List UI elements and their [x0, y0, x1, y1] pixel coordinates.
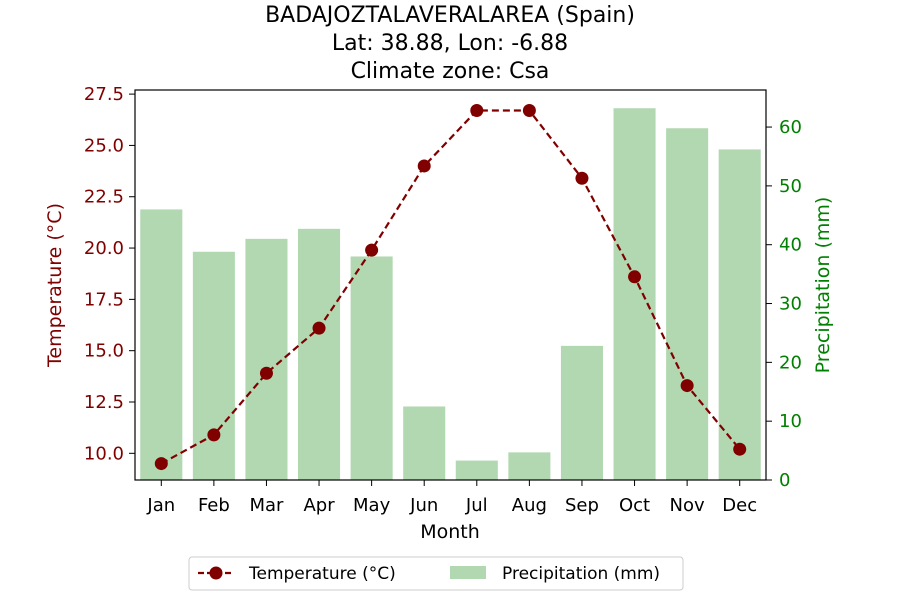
precipitation-bar-jul	[455, 460, 498, 480]
x-tick-label: Dec	[722, 495, 757, 516]
legend-precipitation-swatch	[450, 566, 486, 579]
x-tick-label: Feb	[198, 495, 230, 516]
temperature-line	[154, 104, 747, 471]
precipitation-bar-oct	[613, 108, 656, 480]
right-y-tick-label: 40	[779, 235, 802, 256]
temperature-point-mar	[259, 366, 273, 380]
right-y-tick-label: 10	[779, 411, 802, 432]
precipitation-bar-dec	[718, 149, 761, 481]
temperature-point-sep	[575, 171, 589, 185]
temperature-point-aug	[522, 104, 536, 118]
left-y-axis-label: Temperature (°C)	[44, 203, 66, 368]
left-y-tick-label: 10.0	[84, 443, 124, 464]
temperature-series-line	[160, 109, 741, 465]
x-tick-label: Nov	[670, 495, 705, 516]
temperature-point-jul	[470, 104, 484, 118]
left-y-tick-label: 15.0	[84, 341, 124, 362]
left-y-tick-label: 22.5	[84, 187, 124, 208]
x-tick-label: Mar	[249, 495, 284, 516]
chart-title-line-2: Lat: 38.88, Lon: -6.88	[332, 31, 568, 56]
right-y-tick-label: 20	[779, 352, 802, 373]
precipitation-bar-aug	[508, 452, 551, 480]
left-y-tick-label: 20.0	[84, 238, 124, 259]
chart-title-line-1: BADAJOZTALAVERALAREA (Spain)	[265, 3, 635, 28]
right-y-tick-label: 60	[779, 117, 802, 138]
left-y-tick-label: 25.0	[84, 135, 124, 156]
precipitation-bar-may	[350, 256, 393, 480]
temperature-point-jan	[154, 457, 168, 471]
axes: Jan Feb Mar Apr May Jun Jul Aug Sep Oct Nov Dec 10.0…	[84, 84, 802, 516]
x-tick-label: Jun	[409, 495, 438, 516]
temperature-point-oct	[628, 270, 642, 284]
x-axis-label: Month	[420, 521, 480, 543]
precipitation-bar-apr	[298, 228, 341, 480]
chart-title-line-3: Climate zone: Csa	[351, 59, 550, 84]
precipitation-bar-mar	[245, 238, 288, 480]
temperature-point-dec	[733, 442, 747, 456]
precipitation-bar-feb	[192, 251, 235, 480]
precipitation-bar-sep	[560, 345, 603, 480]
temperature-point-jun	[417, 159, 431, 173]
temperature-point-feb	[207, 428, 221, 442]
x-tick-label: Aug	[512, 495, 547, 516]
x-tick-label: May	[353, 495, 391, 516]
legend-precipitation-label: Precipitation (mm)	[502, 564, 660, 584]
temperature-point-apr	[312, 321, 326, 335]
right-y-tick-label: 50	[779, 176, 802, 197]
x-tick-label: Sep	[565, 495, 599, 516]
right-y-tick-label: 0	[779, 470, 790, 491]
left-y-tick-label: 17.5	[84, 289, 124, 310]
precipitation-bar-jun	[403, 406, 446, 480]
legend-temperature-marker	[209, 566, 223, 580]
legend: Temperature (°C) Precipitation (mm)	[188, 556, 684, 591]
legend-temperature-label: Temperature (°C)	[248, 564, 396, 584]
left-y-tick-label: 12.5	[84, 392, 124, 413]
legend-box	[188, 556, 684, 591]
precipitation-bars	[140, 108, 761, 481]
x-tick-label: Apr	[303, 495, 335, 516]
left-y-tick-label: 27.5	[84, 84, 124, 105]
temperature-point-may	[365, 243, 379, 257]
right-y-tick-label: 30	[779, 294, 802, 315]
right-y-axis-label: Precipitation (mm)	[812, 197, 834, 374]
precipitation-bar-nov	[666, 128, 709, 480]
temperature-point-nov	[680, 379, 694, 393]
plot-frame	[134, 89, 767, 481]
x-tick-label: Jul	[465, 495, 488, 516]
x-tick-label: Oct	[619, 495, 650, 516]
x-tick-label: Jan	[146, 495, 175, 516]
precipitation-bar-jan	[140, 209, 183, 481]
